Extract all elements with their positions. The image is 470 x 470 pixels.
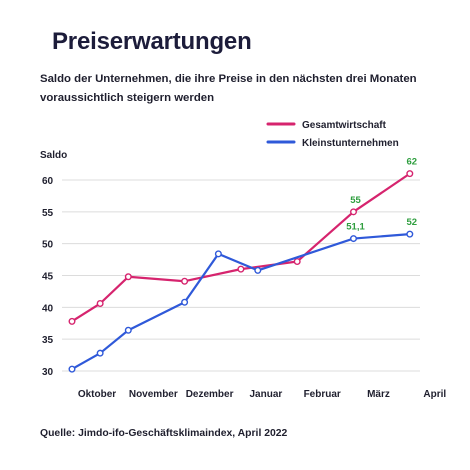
data-point <box>124 326 132 334</box>
y-tick-label: 45 <box>42 272 54 283</box>
data-label: 62 <box>407 157 418 168</box>
y-tick-label: 30 <box>42 367 54 378</box>
x-tick-label: März <box>367 389 390 400</box>
data-point <box>406 170 414 178</box>
x-tick-label: Februar <box>304 389 341 400</box>
chart-subtitle: Saldo der Unternehmen, die ihre Preise i… <box>40 73 417 104</box>
data-point <box>254 266 262 274</box>
data-point <box>350 208 358 216</box>
y-tick-label: 55 <box>42 208 54 219</box>
data-point <box>124 273 132 281</box>
y-axis-ticks: 30 35 40 45 50 55 60 <box>42 176 54 378</box>
series <box>68 170 414 373</box>
data-point <box>96 300 104 308</box>
data-point <box>68 317 76 325</box>
data-labels: 55 62 51,1 52 <box>346 157 417 233</box>
x-tick-label: Oktober <box>78 389 116 400</box>
data-label: 52 <box>407 217 418 228</box>
legend-label: Kleinstunternehmen <box>302 138 399 149</box>
data-label: 55 <box>350 195 361 206</box>
data-point <box>214 250 222 258</box>
x-tick-label: Dezember <box>186 389 234 400</box>
data-point <box>181 298 189 306</box>
series-line-1 <box>71 233 410 371</box>
x-tick-label: Januar <box>250 389 283 400</box>
legend-label: Gesamtwirtschaft <box>302 120 387 131</box>
source-note: Quelle: Jimdo-ifo-Geschäftsklimaindex, A… <box>40 428 288 439</box>
legend: Gesamtwirtschaft Kleinstunternehmen <box>266 120 399 149</box>
data-point <box>237 265 245 273</box>
series-line-0 <box>71 172 411 323</box>
y-tick-label: 40 <box>42 303 54 314</box>
y-tick-label: 35 <box>42 335 54 346</box>
x-tick-label: April <box>423 389 446 400</box>
data-point <box>350 235 358 243</box>
data-label: 51,1 <box>346 222 365 233</box>
x-tick-label: November <box>129 389 178 400</box>
chart-title: Preiserwartungen <box>52 28 252 55</box>
x-axis-ticks: Oktober November Dezember Januar Februar März… <box>78 389 447 400</box>
y-tick-label: 50 <box>42 240 54 251</box>
y-tick-label: 60 <box>42 176 54 187</box>
data-point <box>293 257 301 265</box>
gridlines <box>62 179 420 372</box>
data-point <box>68 365 76 373</box>
data-point <box>406 230 414 238</box>
y-axis-title: Saldo <box>40 150 67 161</box>
data-point <box>181 277 189 285</box>
data-point <box>96 349 104 357</box>
